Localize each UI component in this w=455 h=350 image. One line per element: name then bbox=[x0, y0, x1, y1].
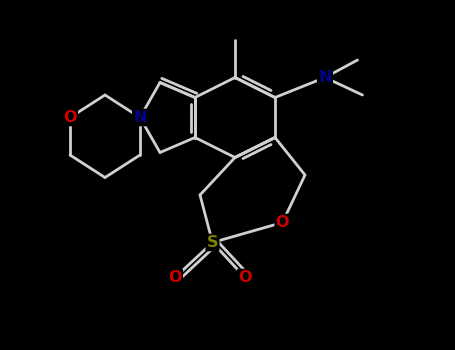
Text: N: N bbox=[133, 110, 147, 125]
Text: O: O bbox=[63, 110, 77, 125]
Text: S: S bbox=[207, 235, 218, 250]
Text: O: O bbox=[168, 270, 182, 285]
Text: N: N bbox=[318, 70, 332, 85]
Text: O: O bbox=[238, 270, 252, 285]
Text: O: O bbox=[276, 215, 289, 230]
